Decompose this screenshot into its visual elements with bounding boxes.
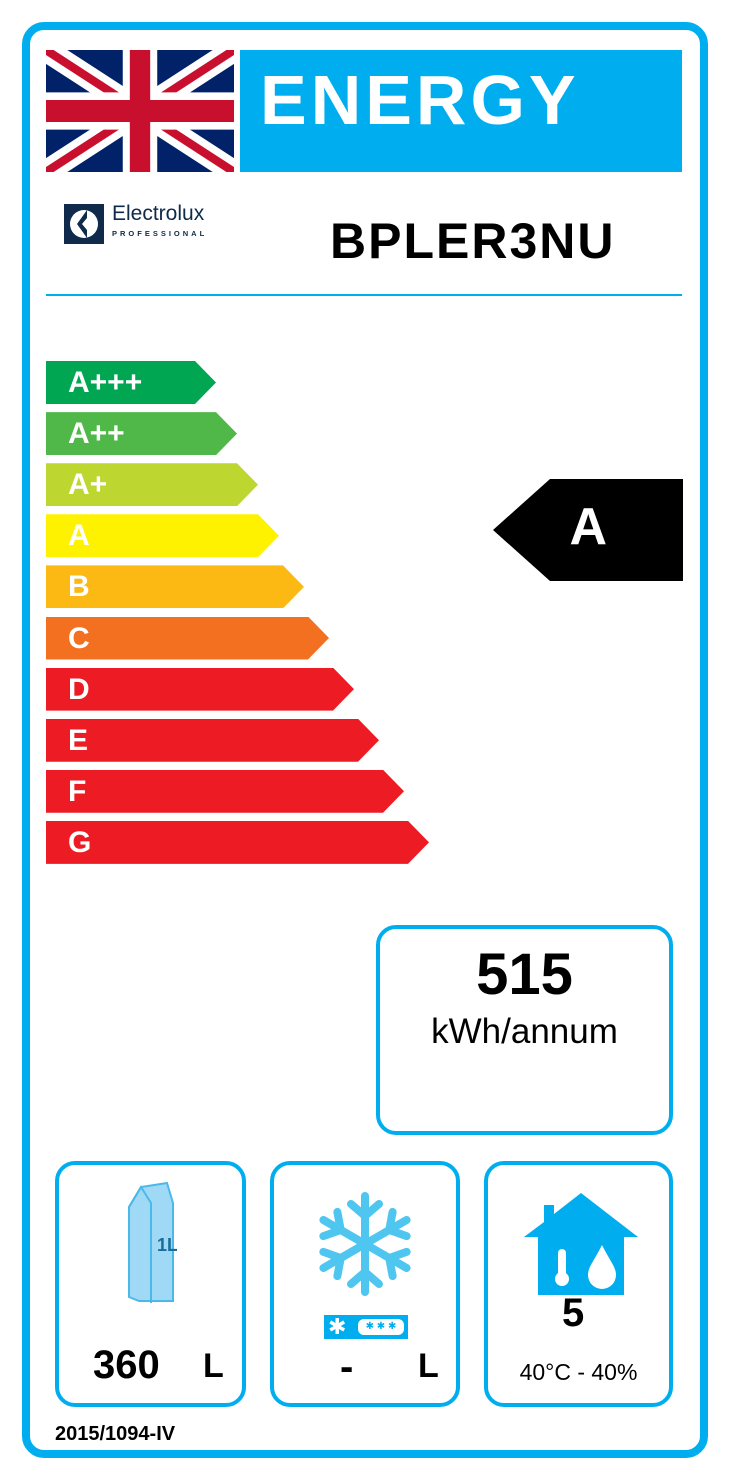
energy-title: ENERGY xyxy=(240,50,682,172)
chilled-unit: L xyxy=(203,1347,224,1385)
brand-logo: Electrolux PROFESSIONAL xyxy=(64,202,208,244)
energy-class-bar-Appp: A+++ xyxy=(46,361,216,404)
carton-text: 1L xyxy=(157,1235,177,1255)
consumption-value: 515 xyxy=(476,942,573,1007)
rating-arrow: A xyxy=(493,479,683,581)
energy-class-bar-A: A xyxy=(46,514,279,558)
milk-carton-icon: 1L xyxy=(128,1181,177,1303)
chilled-volume-box: 1L 360 L xyxy=(55,1161,246,1407)
uk-flag-icon xyxy=(46,50,234,172)
consumption-box: 515 kWh/annum xyxy=(376,925,673,1135)
consumption-unit: kWh/annum xyxy=(431,1012,618,1051)
brand-sub: PROFESSIONAL xyxy=(112,229,208,238)
climate-class: 5 xyxy=(562,1291,585,1335)
electrolux-logo-icon xyxy=(64,204,104,244)
frozen-unit: L xyxy=(418,1347,439,1385)
energy-class-bar-B: B xyxy=(46,565,304,609)
snowflake-icon xyxy=(318,1192,412,1297)
energy-class-bar-F: F xyxy=(46,769,404,813)
regulation-number: 2015/1094-IV xyxy=(55,1423,176,1445)
energy-class-bar-C: C xyxy=(46,616,329,660)
star-rating-icon: ✱ ✱ ✱ ✱ xyxy=(324,1315,408,1339)
frozen-value: - xyxy=(340,1345,354,1389)
climate-class-box: 5 40°C - 40% xyxy=(484,1161,673,1407)
energy-class-bar-Ap: A+ xyxy=(46,463,258,507)
energy-class-bar-G: G xyxy=(46,820,429,864)
energy-class-bar-E: E xyxy=(46,718,379,762)
energy-class-bar-D: D xyxy=(46,667,354,711)
chilled-value: 360 xyxy=(93,1343,160,1387)
model-number: BPLER3NU xyxy=(330,213,616,269)
brand-name: Electrolux xyxy=(112,202,205,225)
divider xyxy=(46,294,682,296)
house-climate-icon xyxy=(524,1193,638,1295)
label-frame xyxy=(22,22,708,1458)
energy-class-bar-App: A++ xyxy=(46,412,237,456)
climate-range: 40°C - 40% xyxy=(519,1359,638,1385)
frozen-volume-box: ✱ ✱ ✱ ✱ - L xyxy=(270,1161,460,1407)
